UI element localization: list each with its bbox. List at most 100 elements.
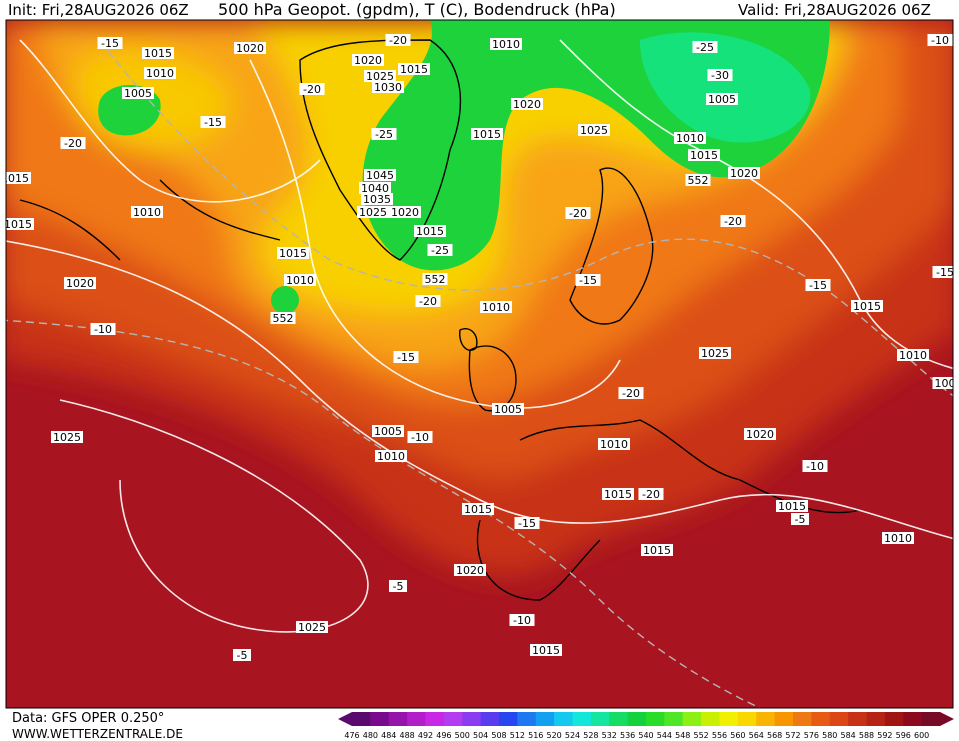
scale-cell bbox=[811, 712, 831, 726]
contour-label: 1025 bbox=[701, 347, 729, 360]
scale-cell bbox=[535, 712, 555, 726]
scale-label: 504 bbox=[473, 731, 488, 740]
scale-cell bbox=[848, 712, 867, 726]
contour-label: 1010 bbox=[133, 206, 161, 219]
contour-label: 1025 bbox=[298, 621, 326, 634]
scale-label: 580 bbox=[822, 731, 837, 740]
scale-label: 592 bbox=[877, 731, 892, 740]
contour-label: 1015 bbox=[279, 247, 307, 260]
scale-label: 556 bbox=[712, 731, 727, 740]
contour-label: -15 bbox=[204, 116, 222, 129]
contour-label: 1015 bbox=[400, 63, 428, 76]
label-box bbox=[60, 137, 86, 149]
contour-label: -5 bbox=[393, 580, 404, 593]
scale-label: 512 bbox=[510, 731, 525, 740]
label-box bbox=[688, 149, 720, 161]
contour-label: 1015 bbox=[416, 225, 444, 238]
contour-label: 1040 bbox=[361, 182, 389, 195]
label-box bbox=[122, 87, 154, 99]
label-box bbox=[802, 460, 828, 472]
label-box bbox=[90, 323, 116, 335]
contour-label: -10 bbox=[513, 614, 531, 627]
valid-time: Valid: Fri,28AUG2026 06Z bbox=[738, 1, 931, 19]
scale-cell bbox=[443, 712, 463, 726]
label-box bbox=[602, 488, 634, 500]
scale-label: 544 bbox=[657, 731, 672, 740]
label-box bbox=[277, 247, 309, 259]
label-box bbox=[699, 347, 731, 359]
label-box bbox=[530, 644, 562, 656]
contour-label: -20 bbox=[419, 295, 437, 308]
scale-label: 552 bbox=[693, 731, 708, 740]
scale-cell bbox=[554, 712, 573, 726]
scale-cell bbox=[646, 712, 665, 726]
label-box bbox=[389, 580, 407, 592]
label-box bbox=[352, 54, 384, 66]
scale-cell bbox=[737, 712, 757, 726]
website: WWW.WETTERZENTRALE.DE bbox=[12, 727, 183, 741]
contour-label: 1010 bbox=[492, 38, 520, 51]
label-box bbox=[932, 377, 953, 389]
contour-label: 1015 bbox=[604, 488, 632, 501]
label-box bbox=[398, 63, 430, 75]
contour-label: 1025 bbox=[366, 70, 394, 83]
scale-label: 536 bbox=[620, 731, 635, 740]
label-box bbox=[707, 69, 733, 81]
contour-label: -25 bbox=[431, 244, 449, 257]
contour-label: 1010 bbox=[884, 532, 912, 545]
contour-label: 1015 bbox=[778, 500, 806, 513]
contour-label: -25 bbox=[375, 128, 393, 141]
scale-label: 500 bbox=[455, 731, 470, 740]
scale-label: 524 bbox=[565, 731, 580, 740]
scale-cell bbox=[664, 712, 684, 726]
contour-label: 1005 bbox=[124, 87, 152, 100]
label-box bbox=[674, 132, 706, 144]
scale-cell bbox=[756, 712, 776, 726]
color-scale: 476 480 484 488 492 496 500 504 508 512 516 520 524 5… bbox=[338, 712, 954, 740]
scale-cell bbox=[921, 712, 941, 726]
contour-label: -20 bbox=[642, 488, 660, 501]
scale-label: 492 bbox=[418, 731, 433, 740]
scale-label: 596 bbox=[896, 731, 911, 740]
label-box bbox=[851, 300, 883, 312]
label-box bbox=[51, 431, 83, 443]
scale-cell bbox=[719, 712, 739, 726]
label-box bbox=[200, 116, 226, 128]
contour-label: 1010 bbox=[482, 301, 510, 314]
label-box bbox=[407, 431, 433, 443]
label-box bbox=[270, 312, 296, 324]
scale-cell bbox=[701, 712, 720, 726]
contour-label: -20 bbox=[303, 83, 321, 96]
label-box bbox=[284, 274, 316, 286]
contour-label: -20 bbox=[569, 207, 587, 220]
contour-label: -5 bbox=[237, 649, 248, 662]
label-box bbox=[638, 488, 664, 500]
contour-label: -10 bbox=[931, 34, 949, 47]
scale-cell bbox=[627, 712, 647, 726]
scale-label: 588 bbox=[859, 731, 874, 740]
label-box bbox=[509, 614, 535, 626]
label-box bbox=[932, 266, 953, 278]
scale-cell bbox=[829, 712, 849, 726]
label-box bbox=[897, 349, 929, 361]
contour-label: 1015 bbox=[643, 544, 671, 557]
contour-label: 1005 bbox=[708, 93, 736, 106]
scale-cell bbox=[572, 712, 592, 726]
scale-label: 476 bbox=[344, 731, 359, 740]
contour-label: -15 bbox=[397, 351, 415, 364]
init-time: Init: Fri,28AUG2026 06Z bbox=[8, 1, 189, 19]
contour-label: 1025 bbox=[580, 124, 608, 137]
label-box bbox=[97, 37, 123, 49]
contour-label: -20 bbox=[724, 215, 742, 228]
scale-label: 584 bbox=[840, 731, 855, 740]
contour-label: 1020 bbox=[391, 206, 419, 219]
contour-label: 1020 bbox=[456, 564, 484, 577]
label-box bbox=[480, 301, 512, 313]
label-box bbox=[882, 532, 914, 544]
scale-label: 516 bbox=[528, 731, 543, 740]
label-box bbox=[462, 503, 494, 515]
map-title: 500 hPa Geopot. (gpdm), T (C), Bodendruc… bbox=[218, 0, 616, 19]
label-box bbox=[422, 273, 448, 285]
contour-label: -20 bbox=[622, 387, 640, 400]
